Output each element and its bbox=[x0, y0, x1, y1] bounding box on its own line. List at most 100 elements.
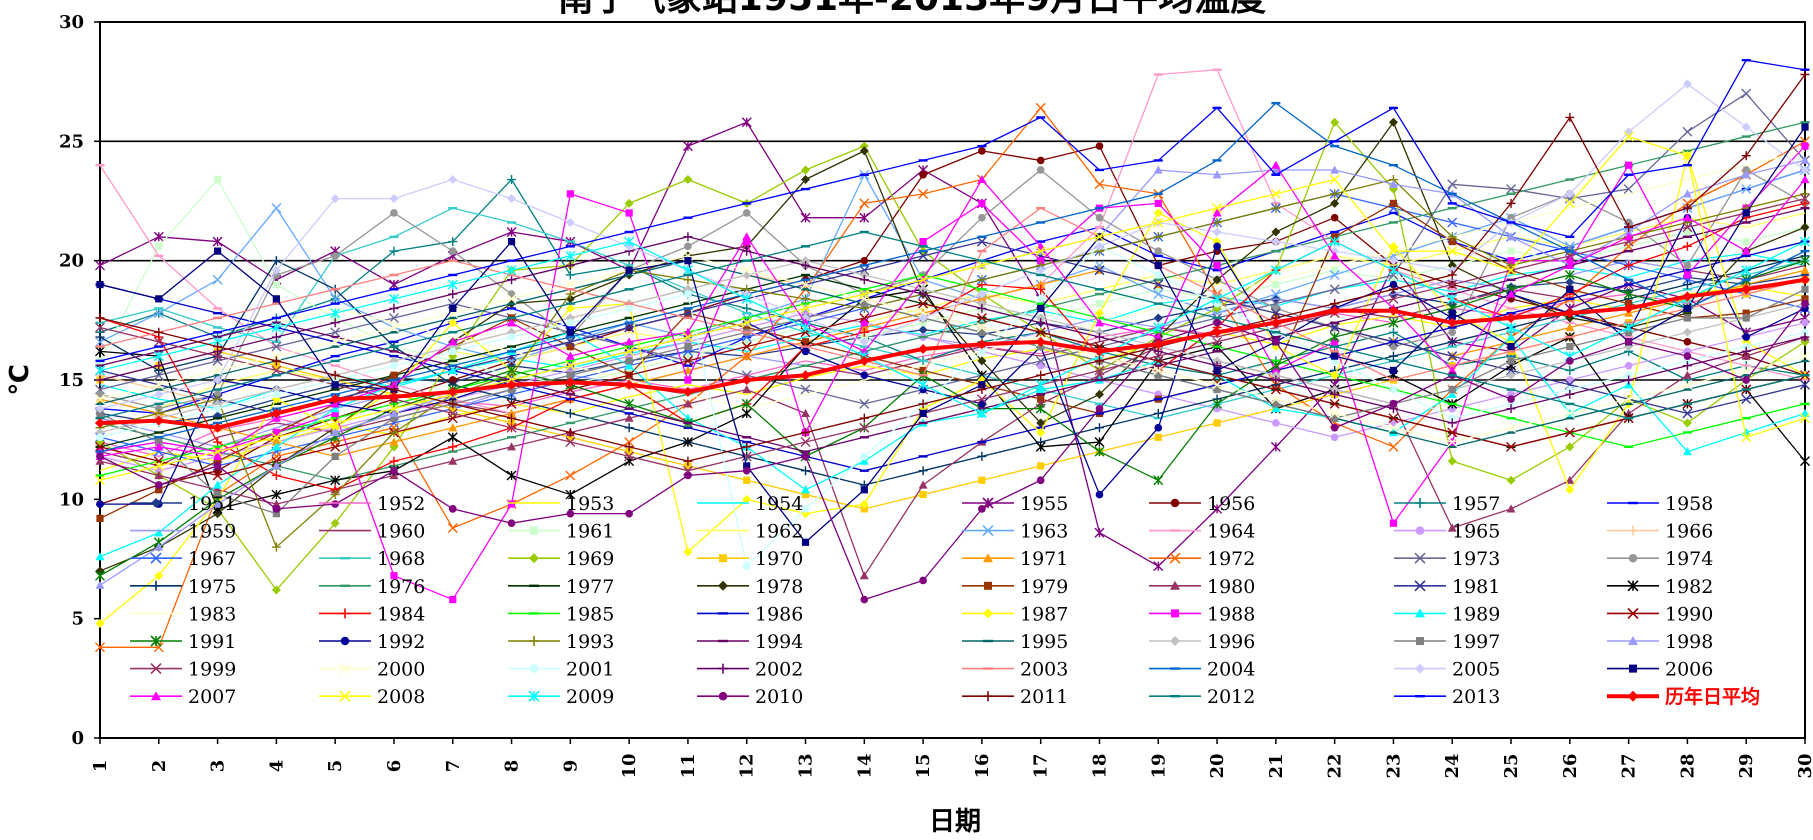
data-point bbox=[331, 500, 339, 508]
data-point bbox=[331, 314, 339, 322]
data-point bbox=[1154, 247, 1163, 255]
data-point bbox=[271, 203, 282, 214]
data-point bbox=[1448, 328, 1457, 337]
data-point bbox=[684, 352, 692, 360]
data-point bbox=[565, 360, 576, 371]
data-point bbox=[448, 175, 458, 185]
data-point bbox=[859, 146, 869, 156]
data-point bbox=[95, 417, 105, 428]
data-point bbox=[1330, 370, 1340, 380]
data-point bbox=[506, 293, 517, 304]
data-point bbox=[977, 275, 987, 285]
data-point bbox=[859, 312, 870, 323]
data-point bbox=[625, 304, 633, 313]
data-point bbox=[212, 446, 223, 457]
data-point bbox=[800, 384, 811, 395]
data-point bbox=[1623, 131, 1634, 142]
data-point bbox=[506, 398, 517, 409]
data-point bbox=[448, 365, 458, 375]
data-point bbox=[1566, 342, 1574, 351]
data-point bbox=[1389, 519, 1398, 527]
data-point bbox=[1094, 446, 1105, 457]
data-point bbox=[625, 509, 633, 518]
data-point bbox=[919, 366, 927, 375]
data-point bbox=[1213, 242, 1221, 251]
data-point bbox=[682, 437, 693, 448]
data-point bbox=[271, 542, 281, 552]
legend-label: 1999 bbox=[188, 659, 236, 681]
data-point bbox=[1623, 184, 1634, 195]
data-point bbox=[682, 332, 693, 343]
data-point bbox=[1628, 553, 1638, 563]
data-point bbox=[330, 441, 341, 452]
data-point bbox=[1565, 260, 1575, 270]
x-tick-label: 19 bbox=[1148, 753, 1169, 778]
data-point bbox=[742, 494, 752, 504]
data-point bbox=[1682, 408, 1693, 419]
data-point bbox=[1741, 122, 1751, 132]
data-point bbox=[1270, 384, 1281, 395]
data-point bbox=[860, 333, 868, 341]
data-point bbox=[1213, 318, 1221, 327]
data-point bbox=[1329, 284, 1340, 295]
data-point bbox=[271, 322, 282, 333]
grid bbox=[100, 21, 1805, 381]
data-point bbox=[529, 664, 539, 673]
legend-item-2005: 2005 bbox=[1394, 659, 1500, 681]
data-point bbox=[1271, 227, 1281, 237]
data-point bbox=[1154, 199, 1162, 207]
data-point bbox=[506, 265, 517, 276]
data-point bbox=[330, 428, 340, 437]
data-point bbox=[1036, 166, 1045, 174]
data-point bbox=[151, 691, 161, 701]
data-point bbox=[271, 341, 282, 352]
data-point bbox=[331, 409, 339, 418]
series-line bbox=[99, 274, 1806, 477]
data-point bbox=[213, 462, 222, 470]
data-point bbox=[1682, 447, 1692, 456]
data-point bbox=[1506, 232, 1516, 241]
data-point bbox=[1682, 327, 1692, 337]
data-point bbox=[1682, 370, 1692, 379]
data-point bbox=[1566, 385, 1574, 394]
legend-item-1977: 1977 bbox=[508, 576, 614, 598]
data-point bbox=[1153, 165, 1163, 174]
data-point bbox=[978, 381, 986, 389]
data-point bbox=[213, 499, 223, 508]
data-point bbox=[1623, 241, 1634, 252]
data-point bbox=[977, 299, 987, 309]
data-point bbox=[684, 471, 692, 480]
data-point bbox=[1035, 441, 1046, 452]
data-point bbox=[448, 247, 457, 255]
data-point bbox=[625, 357, 633, 365]
data-point bbox=[566, 342, 574, 351]
data-point bbox=[1094, 231, 1105, 242]
data-point bbox=[271, 256, 281, 266]
x-tick-label: 29 bbox=[1736, 753, 1757, 778]
data-point bbox=[389, 194, 399, 204]
data-point bbox=[1389, 276, 1398, 284]
legend-label: 1992 bbox=[377, 631, 425, 653]
data-point bbox=[271, 408, 282, 419]
data-point bbox=[1037, 395, 1045, 403]
data-point bbox=[565, 377, 576, 388]
legend-item-2011: 2011 bbox=[962, 686, 1068, 708]
data-point bbox=[624, 423, 634, 433]
data-point bbox=[330, 518, 340, 528]
data-point bbox=[978, 147, 986, 155]
legend-item-1997: 1997 bbox=[1394, 631, 1500, 653]
series-line bbox=[99, 240, 1806, 415]
data-point bbox=[565, 351, 575, 360]
data-point bbox=[213, 437, 223, 447]
data-point bbox=[1094, 370, 1104, 379]
data-point bbox=[1153, 351, 1164, 362]
data-point bbox=[719, 554, 727, 563]
data-point bbox=[683, 232, 693, 242]
data-point bbox=[1415, 498, 1425, 508]
data-point bbox=[859, 398, 870, 409]
legend-item-2006: 2006 bbox=[1607, 659, 1713, 681]
data-point bbox=[213, 247, 222, 255]
data-point bbox=[801, 175, 811, 185]
data-point bbox=[1682, 291, 1693, 302]
data-point bbox=[1170, 636, 1180, 646]
